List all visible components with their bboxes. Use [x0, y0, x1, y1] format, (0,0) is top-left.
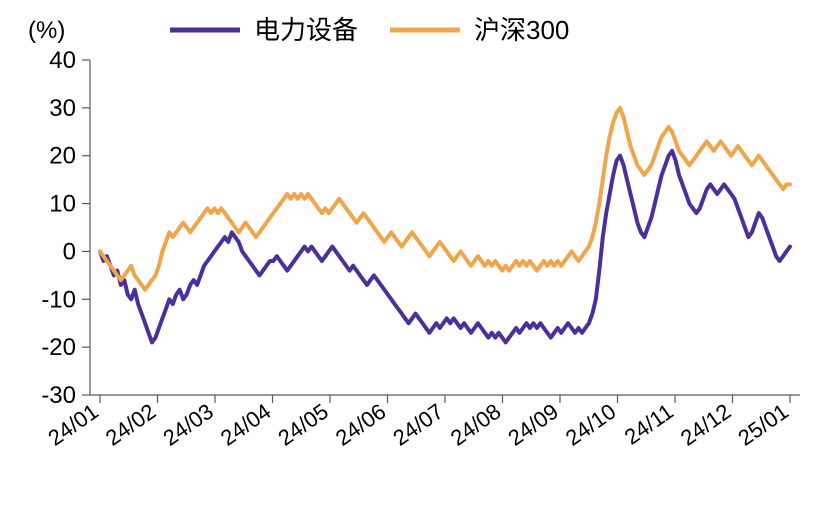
- svg-text:10: 10: [49, 191, 76, 218]
- svg-text:20: 20: [49, 143, 76, 170]
- svg-text:40: 40: [49, 47, 76, 74]
- y-unit: (%): [28, 17, 65, 44]
- chart-svg: -30-20-1001020304024/0124/0224/0324/0424…: [0, 0, 830, 513]
- line-chart: -30-20-1001020304024/0124/0224/0324/0424…: [0, 0, 830, 513]
- svg-text:0: 0: [63, 238, 76, 265]
- legend-label: 沪深300: [474, 15, 569, 45]
- legend-label: 电力设备: [254, 15, 358, 45]
- svg-text:-30: -30: [41, 382, 76, 409]
- svg-text:30: 30: [49, 95, 76, 122]
- svg-text:-10: -10: [41, 286, 76, 313]
- svg-text:-20: -20: [41, 334, 76, 361]
